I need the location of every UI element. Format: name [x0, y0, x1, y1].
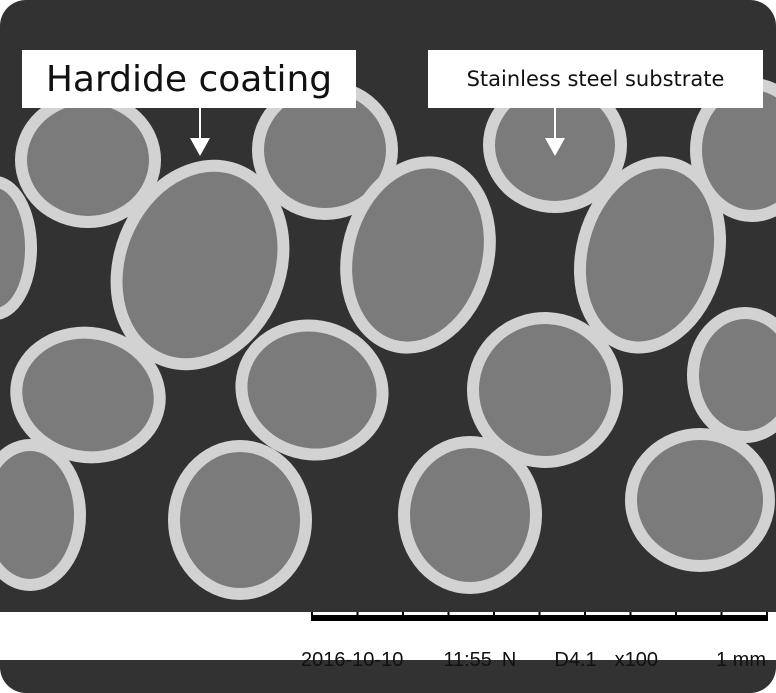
- substrate-core: [0, 451, 74, 579]
- coated-fiber: [252, 80, 398, 220]
- scale-bar-tick: [720, 612, 723, 621]
- sem-micrograph: [0, 77, 776, 600]
- substrate-core: [585, 168, 715, 342]
- coated-fiber: [168, 440, 312, 600]
- hardide-coating-label: Hardide coating: [22, 50, 356, 108]
- substrate-core: [180, 452, 300, 588]
- substrate-core: [637, 440, 763, 560]
- coated-fiber: [0, 439, 86, 591]
- substrate-core: [27, 104, 149, 216]
- coated-fiber: [0, 176, 37, 320]
- substrate-core: [22, 338, 154, 452]
- coated-fiber: [687, 307, 776, 443]
- coating-arrow-icon: [190, 108, 210, 156]
- scale-bar-tick: [629, 612, 632, 621]
- sem-info-bar: 2016-10-10 11:55 N D4.1 x100 1 mm: [0, 612, 776, 671]
- coated-fiber: [15, 92, 161, 228]
- info-scale: 1 mm: [716, 649, 766, 671]
- substrate-core: [247, 331, 377, 449]
- coated-fiber: [340, 156, 496, 354]
- coated-fiber: [690, 78, 776, 222]
- substrate-arrow-icon: [545, 108, 565, 156]
- substrate-core: [264, 92, 386, 208]
- info-magnification: x100: [614, 649, 658, 671]
- coated-fiber: [10, 326, 166, 464]
- scale-bar-tick: [675, 612, 677, 621]
- substrate-core: [702, 90, 776, 210]
- info-time: 11:55: [443, 649, 492, 671]
- substrate-core: [122, 171, 278, 359]
- scale-bar-tick: [311, 612, 313, 621]
- substrate-core: [352, 168, 484, 342]
- substrate-core: [699, 319, 776, 431]
- substrate-core: [0, 188, 25, 308]
- coated-fiber: [467, 312, 623, 468]
- scale-bar-tick: [766, 612, 768, 621]
- coated-fiber: [110, 159, 290, 371]
- scale-bar-tick: [584, 612, 586, 621]
- annotation-arrows: [190, 108, 565, 156]
- info-detector: D4.1: [554, 649, 597, 671]
- info-date: 2016-10-10: [301, 649, 404, 671]
- coated-fiber: [235, 319, 389, 461]
- coated-fiber: [398, 436, 542, 594]
- scale-bar-tick: [356, 612, 359, 621]
- scale-bar-tick: [538, 612, 541, 621]
- scale-bar: [311, 612, 768, 621]
- scale-bar-tick: [493, 612, 495, 621]
- scale-bar-tick: [447, 612, 450, 621]
- stainless-steel-substrate-label: Stainless steel substrate: [428, 50, 763, 108]
- substrate-core: [410, 448, 530, 582]
- substrate-core: [479, 324, 611, 456]
- scale-bar-tick: [402, 612, 404, 621]
- info-mode: N: [501, 649, 517, 671]
- coated-fiber: [573, 156, 727, 354]
- coated-fiber: [625, 428, 775, 572]
